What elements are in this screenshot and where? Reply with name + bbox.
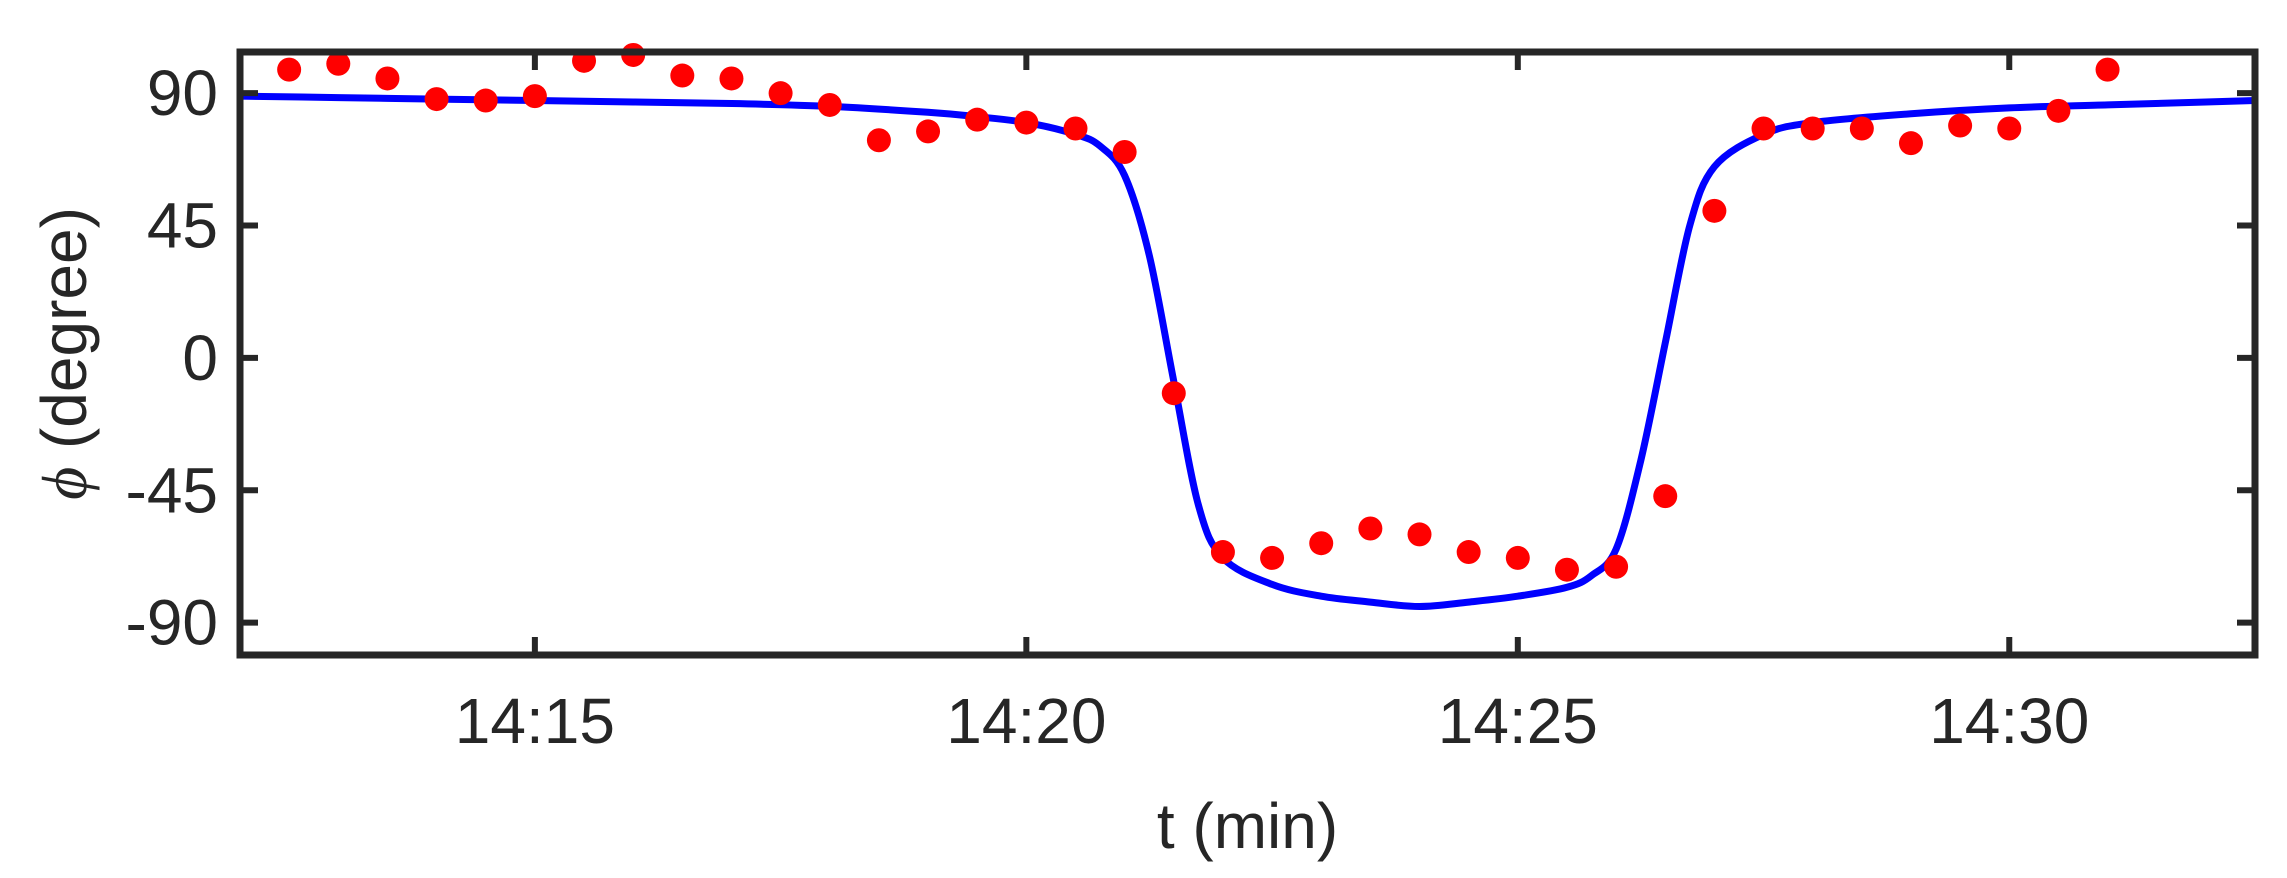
data-point [866,128,891,153]
y-tick-label: -45 [126,454,219,526]
data-point [277,57,302,82]
x-tick-label: 14:15 [455,685,615,757]
x-tick-labels: 14:15 14:20 14:25 14:30 [455,685,2090,757]
plot-area [239,42,2256,610]
data-point [1800,116,1825,141]
data-point [1948,113,1973,138]
data-point [326,51,351,76]
data-point [1554,557,1579,582]
data-point [1063,116,1088,141]
data-point [1358,516,1383,541]
y-axis-label: ϕ (degree) [28,207,100,500]
y-tick-label: 0 [182,322,218,394]
data-point [1898,131,1923,156]
data-point [2046,98,2071,123]
data-point [1407,522,1432,547]
axes-box [236,48,2259,659]
data-point [2095,57,2120,82]
data-point [1849,116,1874,141]
y-tick-labels: 90 45 0 -45 -90 [126,57,219,658]
data-point [1604,554,1629,579]
data-point [522,84,547,109]
y-tick-label: 45 [147,190,218,262]
data-point [375,66,400,91]
data-point [424,87,449,112]
x-axis-label: t (min) [1157,790,1338,862]
data-point [768,81,793,106]
model-curve-line [239,92,2256,610]
data-point [916,119,941,144]
x-tick-label: 14:25 [1438,685,1598,757]
data-point [1505,545,1530,570]
data-point [1210,540,1235,565]
data-point [719,66,744,91]
x-tick-label: 14:20 [946,685,1106,757]
data-point [1751,116,1776,141]
data-point [817,92,842,117]
axis-ticks [240,52,2255,655]
y-tick-label: -90 [126,587,219,659]
data-point [1702,198,1727,223]
data-point [473,88,498,113]
data-point [1456,540,1481,565]
x-tick-label: 14:30 [1929,685,2089,757]
data-point [1014,110,1039,135]
data-point [1161,381,1186,406]
data-point [670,63,695,88]
data-point [965,107,990,132]
data-point [1309,531,1334,556]
data-point [1653,484,1678,509]
y-axis-unit: (degree) [28,207,100,467]
data-point [1997,116,2022,141]
y-axis-symbol: ϕ [29,467,100,500]
data-point [1112,140,1137,165]
data-point [1260,545,1285,570]
y-tick-label: 90 [147,57,218,129]
